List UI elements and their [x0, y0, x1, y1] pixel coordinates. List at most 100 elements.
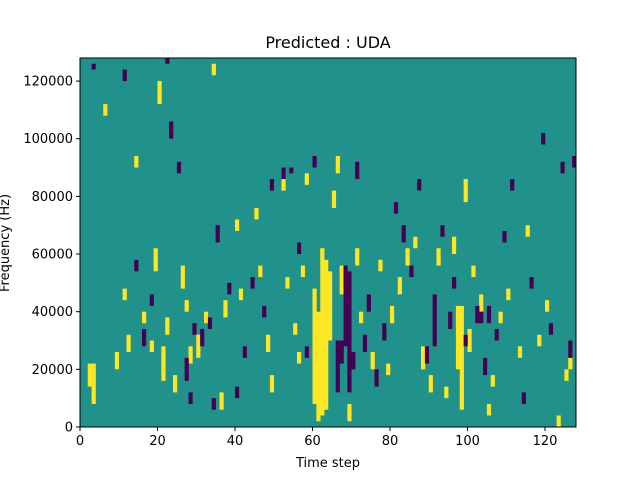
- heatmap-cell-low: [297, 242, 302, 255]
- heatmap-cell-high: [545, 300, 550, 312]
- heatmap-cell-low: [382, 323, 387, 341]
- heatmap-cell-high: [204, 311, 209, 324]
- heatmap-cell-low: [401, 225, 406, 243]
- heatmap-cell-low: [192, 323, 197, 335]
- x-axis: 0 20 40 60 80 100 120: [76, 427, 558, 449]
- heatmap-cell-high: [134, 156, 139, 168]
- heatmap-cell-high: [223, 300, 228, 318]
- heatmap-cell-low: [483, 357, 488, 376]
- heatmap-cell-low: [362, 334, 368, 353]
- heatmap-cell-high: [471, 265, 476, 278]
- heatmap-cell-low: [91, 63, 96, 70]
- heatmap-cell-low: [312, 156, 317, 168]
- heatmap-cell-high: [335, 156, 340, 174]
- heatmap-cell-low: [409, 265, 414, 278]
- heatmap-cell-low: [347, 271, 352, 393]
- heatmap-cell-high: [165, 317, 170, 335]
- heatmap-cell-low: [541, 132, 546, 145]
- heatmap-cell-high: [142, 311, 147, 324]
- heatmap-cell-low: [200, 328, 205, 347]
- heatmap-cell-low: [134, 259, 139, 272]
- heatmap-cell-high: [161, 346, 166, 381]
- heatmap-cell-high: [235, 219, 240, 231]
- heatmap-cell-high: [281, 179, 286, 191]
- heatmap-cell-high: [297, 352, 302, 364]
- heatmap-cell-high: [87, 363, 92, 387]
- heatmap-cell-low: [494, 328, 499, 341]
- x-tick-label: 80: [382, 434, 399, 449]
- heatmap-cell-high: [378, 259, 383, 272]
- heatmap-cell-high: [196, 334, 201, 358]
- heatmap-cell-high: [285, 277, 290, 289]
- heatmap-cell-high: [444, 386, 449, 399]
- heatmap-cell-high: [153, 248, 158, 272]
- heatmap-cell-high: [355, 248, 360, 266]
- y-tick-label: 120000: [23, 75, 73, 90]
- heatmap-cell-low: [417, 179, 422, 191]
- heatmap-cell-high: [467, 328, 472, 353]
- heatmap-cell-high: [370, 352, 375, 370]
- heatmap-cell-high: [254, 207, 259, 220]
- heatmap-cell-low: [355, 161, 360, 180]
- heatmap-cell-high: [304, 173, 309, 185]
- y-tick-label: 40000: [32, 305, 73, 320]
- heatmap-cell-high: [269, 375, 275, 393]
- heatmap-cell-low: [529, 277, 534, 289]
- heatmap-cell-high: [386, 363, 391, 376]
- heatmap-cell-low: [242, 346, 247, 358]
- heatmap-cell-low: [262, 305, 267, 318]
- x-tick-label: 40: [227, 434, 244, 449]
- heatmap-cell-high: [339, 265, 344, 295]
- heatmap-cell-low: [250, 277, 255, 289]
- heatmap-cell-low: [374, 369, 379, 387]
- heatmap-cell-low: [568, 340, 573, 358]
- heatmap-cell-low: [548, 323, 554, 335]
- heatmap-cell-high: [211, 63, 216, 76]
- y-tick-label: 60000: [32, 248, 73, 263]
- heatmap-cell-high: [122, 288, 127, 301]
- y-tick-label: 20000: [32, 363, 73, 378]
- heatmap-cell-low: [432, 294, 437, 347]
- heatmap-cell-high: [328, 271, 333, 341]
- heatmap-cell-low: [184, 357, 189, 381]
- heatmap-cell-low: [169, 121, 174, 139]
- heatmap-cell-low: [560, 161, 565, 174]
- heatmap-cell-low: [165, 58, 170, 64]
- heatmap-cell-high: [459, 305, 464, 410]
- heatmap-cell-high: [188, 346, 193, 364]
- x-tick-label: 120: [533, 434, 558, 449]
- heatmap-cell-high: [506, 288, 511, 301]
- heatmap-cell-high: [316, 311, 321, 422]
- heatmap-cell-low: [335, 340, 340, 393]
- heatmap-cell-high: [436, 248, 441, 266]
- heatmap-cell-high: [405, 248, 410, 266]
- heatmap-cell-high: [359, 311, 364, 324]
- heatmap-cell-low: [269, 179, 275, 191]
- x-tick-label: 0: [76, 434, 84, 449]
- heatmap-cell-high: [397, 277, 402, 295]
- heatmap-cell-low: [463, 334, 468, 347]
- x-axis-label: Time step: [295, 456, 360, 471]
- heatmap-cell-low: [572, 156, 577, 168]
- heatmap-cell-low: [227, 282, 232, 295]
- heatmap-cell-high: [180, 265, 185, 289]
- heatmap-cell-high: [238, 288, 244, 301]
- heatmap-cell-low: [289, 167, 294, 174]
- heatmap-cell-low: [142, 328, 147, 347]
- plot-frame: [79, 57, 577, 428]
- heatmap-cell-low: [339, 340, 344, 364]
- heatmap-cell-low: [351, 352, 356, 370]
- heatmap-cell-high: [219, 392, 224, 410]
- heatmap-cell-high: [157, 81, 162, 105]
- heatmap-cell-low: [281, 167, 286, 180]
- heatmap-cell-high: [266, 334, 271, 353]
- x-tick-label: 100: [455, 434, 480, 449]
- heatmap-cell-low: [510, 179, 515, 191]
- y-axis-label: Frequency (Hz): [0, 194, 13, 292]
- heatmap-cell-low: [211, 398, 216, 410]
- heatmap-cell-high: [517, 346, 523, 358]
- heatmap-cell-low: [149, 294, 154, 306]
- heatmap-cell-high: [300, 265, 306, 278]
- heatmap-cell-low: [424, 346, 430, 364]
- heatmap-cell-low: [452, 277, 457, 289]
